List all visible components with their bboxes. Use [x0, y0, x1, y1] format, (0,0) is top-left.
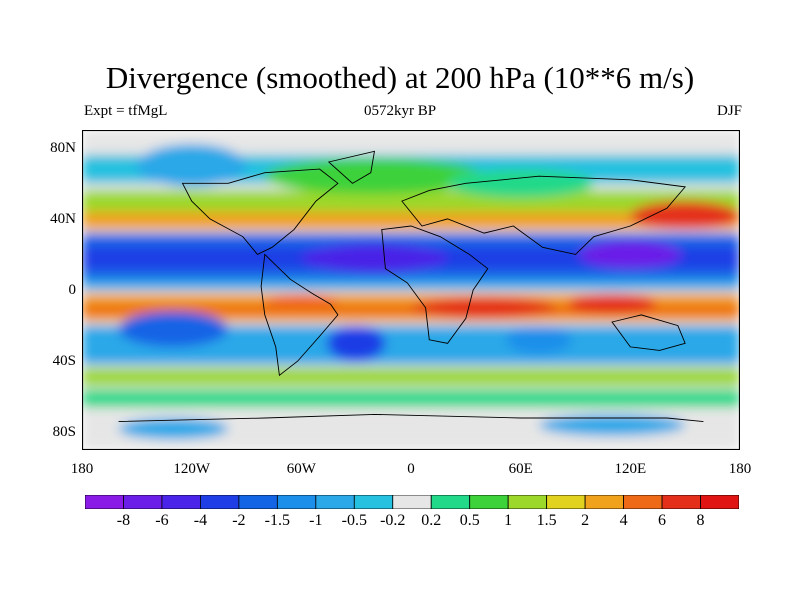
field-patch — [326, 325, 386, 362]
map-plot-area — [82, 130, 740, 450]
x-tick-label: 60W — [286, 461, 316, 477]
colorbar-box — [161, 495, 201, 509]
colorbar-label: -2 — [232, 512, 246, 529]
colorbar-label: 1.5 — [536, 512, 557, 529]
field-patch — [264, 293, 338, 315]
field-patch — [506, 325, 572, 354]
time-label: 0572kyr BP — [363, 103, 437, 119]
colorbar-box — [661, 495, 701, 509]
colorbar-label: -1 — [309, 512, 323, 529]
colorbar-box — [430, 495, 471, 509]
x-tick-label: 120W — [173, 461, 210, 477]
field-band — [82, 211, 740, 230]
colorbar-box — [700, 495, 739, 509]
colorbar-box — [623, 495, 663, 509]
coastline — [611, 314, 686, 351]
y-tick-label: 80N — [50, 139, 76, 156]
y-tick-label: 80S — [52, 424, 76, 441]
y-tick-label: 0 — [68, 282, 77, 298]
colorbar-label: -0.2 — [380, 512, 406, 529]
colorbar-box — [353, 495, 394, 509]
colorbar-box — [392, 495, 432, 509]
field-band — [82, 368, 740, 386]
colorbar-box — [469, 495, 509, 509]
x-tick-label: 60E — [508, 461, 533, 477]
coastline — [118, 413, 704, 422]
x-tick-label: 180 — [70, 461, 94, 477]
field-patch — [447, 169, 594, 198]
colorbar-label: 1 — [504, 512, 513, 529]
field-patch — [118, 311, 229, 347]
colorbar-label: 2 — [581, 512, 590, 529]
coastline — [401, 175, 687, 255]
x-tick-label: 0 — [407, 461, 415, 477]
colorbar-box — [507, 495, 548, 509]
colorbar-box — [200, 495, 240, 509]
colorbar-label: 8 — [696, 512, 705, 529]
coastline — [181, 168, 339, 256]
field-patch — [538, 414, 686, 436]
divergence-map — [82, 130, 740, 450]
colorbar-box — [85, 495, 124, 509]
colorbar-box — [123, 495, 163, 509]
y-tick-label: 40N — [50, 210, 76, 227]
coastline — [381, 225, 489, 344]
colorbar-box — [238, 495, 278, 509]
field-patch — [118, 418, 229, 440]
field-patch — [136, 144, 247, 187]
colorbar-label: 0.2 — [421, 512, 442, 529]
colorbar-box — [546, 495, 586, 509]
colorbar-label: -0.5 — [341, 512, 367, 529]
x-tick-label: 120E — [614, 461, 647, 477]
field-patch — [630, 201, 740, 230]
colorbar-box — [276, 495, 317, 509]
field-patch — [301, 243, 448, 273]
season-label: DJF — [716, 103, 742, 119]
colorbar-label: -6 — [155, 512, 169, 529]
field-patch — [568, 293, 656, 315]
field-band — [82, 389, 740, 408]
colorbar-box — [584, 495, 624, 509]
field-band — [82, 304, 740, 315]
field-patch — [264, 158, 485, 194]
colorbar — [85, 495, 739, 509]
colorbar-box — [315, 495, 355, 509]
y-tick-label: 40S — [52, 353, 76, 370]
field-patch — [411, 297, 558, 319]
x-tick-label: 180 — [728, 461, 752, 477]
colorbar-label: 6 — [658, 512, 667, 529]
colorbar-label: 0.5 — [459, 512, 480, 529]
colorbar-label: 4 — [619, 512, 628, 529]
colorbar-label: -1.5 — [264, 512, 290, 529]
experiment-label: Expt = tfMgL — [84, 103, 168, 119]
coastline — [327, 150, 376, 184]
field-band — [82, 190, 740, 216]
coastline — [260, 253, 339, 377]
colorbar-label: -8 — [116, 512, 131, 529]
colorbar-label: -4 — [193, 512, 208, 529]
field-band — [82, 279, 740, 290]
field-patch — [579, 240, 682, 269]
chart-title: Divergence (smoothed) at 200 hPa (10**6 … — [105, 60, 695, 95]
